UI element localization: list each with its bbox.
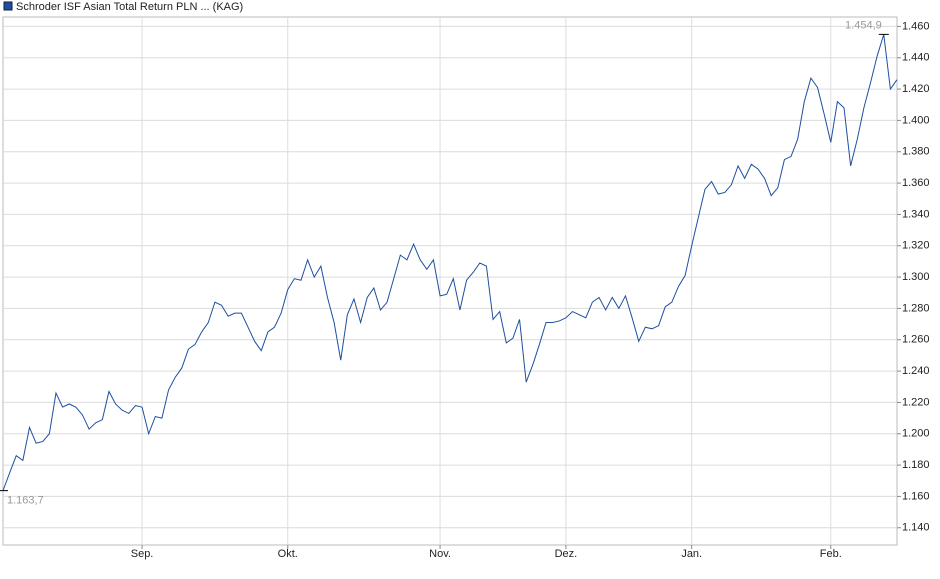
y-tick-label: 1.420 (902, 83, 930, 95)
y-tick-label: 1.240 (902, 365, 930, 377)
y-tick-label: 1.320 (902, 240, 930, 252)
y-tick-label: 1.200 (902, 428, 930, 440)
value-label: 1.454,9 (845, 19, 882, 31)
y-tick-label: 1.300 (902, 271, 930, 283)
x-tick-label: Okt. (278, 548, 298, 560)
x-tick-label: Dez. (555, 548, 578, 560)
plot-area (2, 16, 898, 546)
legend-label: Schroder ISF Asian Total Return PLN ... … (16, 1, 243, 13)
y-tick-label: 1.260 (902, 334, 930, 346)
value-label: 1.163,7 (7, 495, 44, 507)
series-line (2, 34, 898, 491)
x-tick-label: Jan. (681, 548, 702, 560)
y-tick-label: 1.400 (902, 114, 930, 126)
y-tick-label: 1.160 (902, 490, 930, 502)
x-tick-label: Sep. (131, 548, 154, 560)
y-tick-label: 1.280 (902, 302, 930, 314)
y-tick-label: 1.460 (902, 20, 930, 32)
y-tick-label: 1.380 (902, 146, 930, 158)
y-tick-label: 1.140 (902, 522, 930, 534)
x-tick-label: Nov. (429, 548, 451, 560)
legend-swatch (3, 1, 13, 11)
x-tick-label: Feb. (820, 548, 842, 560)
y-tick-label: 1.180 (902, 459, 930, 471)
y-tick-label: 1.220 (902, 396, 930, 408)
y-tick-label: 1.360 (902, 177, 930, 189)
y-tick-label: 1.340 (902, 208, 930, 220)
y-tick-label: 1.440 (902, 52, 930, 64)
